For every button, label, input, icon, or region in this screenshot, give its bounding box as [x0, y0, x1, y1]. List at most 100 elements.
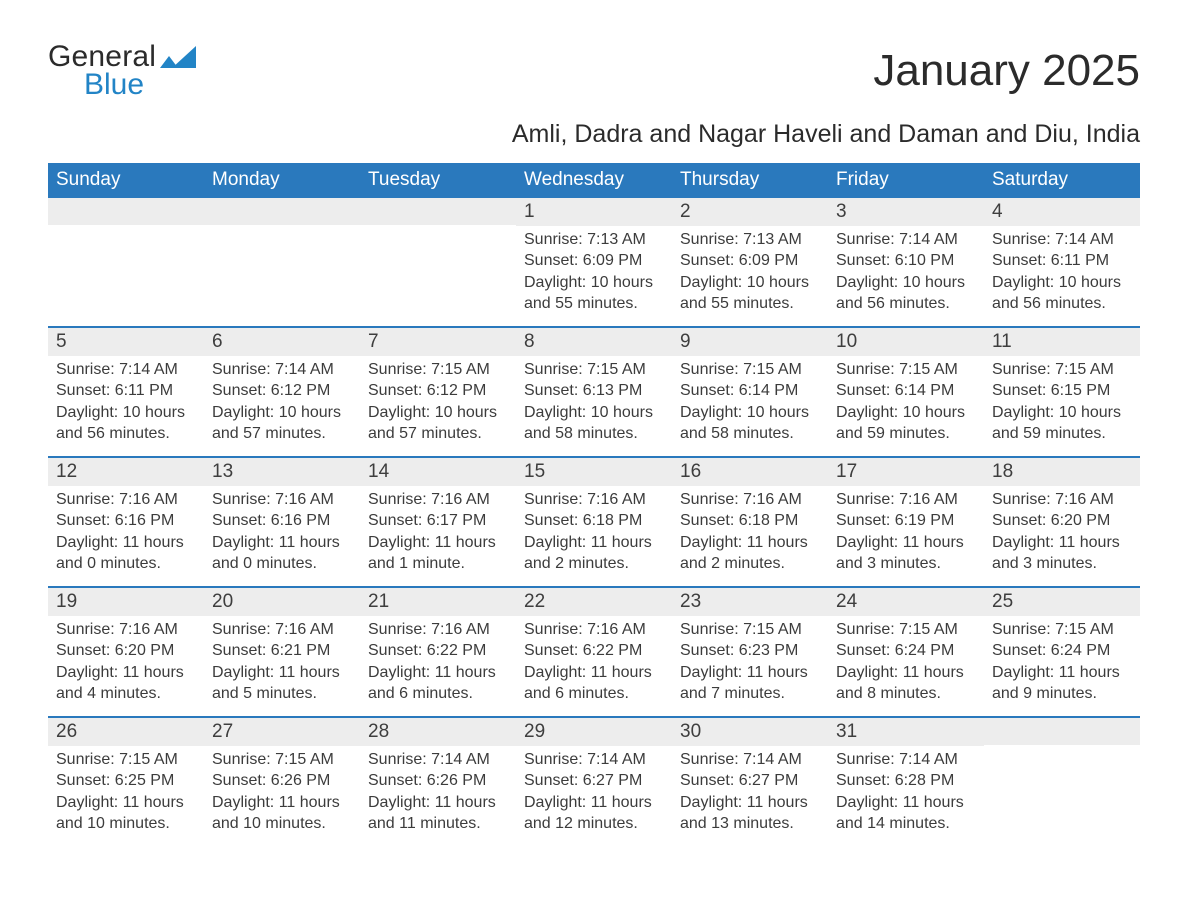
sunrise-text: Sunrise: 7:15 AM [56, 750, 198, 770]
daylight2-text: and 8 minutes. [836, 684, 978, 704]
sunset-text: Sunset: 6:23 PM [680, 641, 822, 661]
daylight1-text: Daylight: 10 hours [368, 403, 510, 423]
day-cell: 12Sunrise: 7:16 AMSunset: 6:16 PMDayligh… [48, 458, 204, 586]
daylight2-text: and 0 minutes. [56, 554, 198, 574]
week-row: 5Sunrise: 7:14 AMSunset: 6:11 PMDaylight… [48, 326, 1140, 456]
day-body: Sunrise: 7:15 AMSunset: 6:26 PMDaylight:… [204, 746, 360, 842]
day-number [360, 198, 516, 225]
sunset-text: Sunset: 6:12 PM [368, 381, 510, 401]
daylight1-text: Daylight: 11 hours [680, 533, 822, 553]
day-cell: 7Sunrise: 7:15 AMSunset: 6:12 PMDaylight… [360, 328, 516, 456]
daylight2-text: and 1 minute. [368, 554, 510, 574]
sunset-text: Sunset: 6:26 PM [368, 771, 510, 791]
daylight2-text: and 57 minutes. [368, 424, 510, 444]
day-number: 2 [672, 198, 828, 226]
daylight1-text: Daylight: 11 hours [368, 793, 510, 813]
day-body: Sunrise: 7:15 AMSunset: 6:24 PMDaylight:… [984, 616, 1140, 712]
sunset-text: Sunset: 6:26 PM [212, 771, 354, 791]
day-cell: 21Sunrise: 7:16 AMSunset: 6:22 PMDayligh… [360, 588, 516, 716]
sunset-text: Sunset: 6:13 PM [524, 381, 666, 401]
sunset-text: Sunset: 6:11 PM [56, 381, 198, 401]
day-body: Sunrise: 7:16 AMSunset: 6:21 PMDaylight:… [204, 616, 360, 712]
sunset-text: Sunset: 6:27 PM [524, 771, 666, 791]
daylight1-text: Daylight: 11 hours [836, 793, 978, 813]
day-body: Sunrise: 7:14 AMSunset: 6:12 PMDaylight:… [204, 356, 360, 452]
day-cell: 16Sunrise: 7:16 AMSunset: 6:18 PMDayligh… [672, 458, 828, 586]
sunrise-text: Sunrise: 7:15 AM [992, 620, 1134, 640]
day-number: 16 [672, 458, 828, 486]
sunrise-text: Sunrise: 7:14 AM [212, 360, 354, 380]
day-number: 6 [204, 328, 360, 356]
day-cell: 10Sunrise: 7:15 AMSunset: 6:14 PMDayligh… [828, 328, 984, 456]
day-cell: 31Sunrise: 7:14 AMSunset: 6:28 PMDayligh… [828, 718, 984, 846]
day-body: Sunrise: 7:16 AMSunset: 6:19 PMDaylight:… [828, 486, 984, 582]
day-cell: 6Sunrise: 7:14 AMSunset: 6:12 PMDaylight… [204, 328, 360, 456]
daylight2-text: and 56 minutes. [836, 294, 978, 314]
daylight1-text: Daylight: 11 hours [368, 663, 510, 683]
day-number: 26 [48, 718, 204, 746]
day-number [984, 718, 1140, 745]
day-cell [48, 198, 204, 326]
sunrise-text: Sunrise: 7:14 AM [680, 750, 822, 770]
day-cell: 28Sunrise: 7:14 AMSunset: 6:26 PMDayligh… [360, 718, 516, 846]
day-cell: 19Sunrise: 7:16 AMSunset: 6:20 PMDayligh… [48, 588, 204, 716]
sunset-text: Sunset: 6:21 PM [212, 641, 354, 661]
day-cell: 3Sunrise: 7:14 AMSunset: 6:10 PMDaylight… [828, 198, 984, 326]
daylight2-text: and 6 minutes. [368, 684, 510, 704]
sunrise-text: Sunrise: 7:16 AM [368, 620, 510, 640]
sunset-text: Sunset: 6:24 PM [992, 641, 1134, 661]
sunrise-text: Sunrise: 7:15 AM [836, 620, 978, 640]
daylight2-text: and 55 minutes. [680, 294, 822, 314]
sunset-text: Sunset: 6:24 PM [836, 641, 978, 661]
sunrise-text: Sunrise: 7:16 AM [680, 490, 822, 510]
day-body: Sunrise: 7:16 AMSunset: 6:20 PMDaylight:… [984, 486, 1140, 582]
week-row: 19Sunrise: 7:16 AMSunset: 6:20 PMDayligh… [48, 586, 1140, 716]
week-row: 26Sunrise: 7:15 AMSunset: 6:25 PMDayligh… [48, 716, 1140, 846]
daylight2-text: and 6 minutes. [524, 684, 666, 704]
sunset-text: Sunset: 6:25 PM [56, 771, 198, 791]
day-body: Sunrise: 7:14 AMSunset: 6:11 PMDaylight:… [48, 356, 204, 452]
daylight1-text: Daylight: 11 hours [212, 663, 354, 683]
daylight1-text: Daylight: 11 hours [992, 533, 1134, 553]
sunrise-text: Sunrise: 7:15 AM [212, 750, 354, 770]
sunrise-text: Sunrise: 7:14 AM [836, 750, 978, 770]
day-body: Sunrise: 7:16 AMSunset: 6:20 PMDaylight:… [48, 616, 204, 712]
weekday-header-row: SundayMondayTuesdayWednesdayThursdayFrid… [48, 163, 1140, 198]
daylight1-text: Daylight: 11 hours [524, 533, 666, 553]
daylight2-text: and 12 minutes. [524, 814, 666, 834]
day-cell: 14Sunrise: 7:16 AMSunset: 6:17 PMDayligh… [360, 458, 516, 586]
day-cell: 29Sunrise: 7:14 AMSunset: 6:27 PMDayligh… [516, 718, 672, 846]
day-number: 13 [204, 458, 360, 486]
daylight2-text: and 56 minutes. [56, 424, 198, 444]
daylight1-text: Daylight: 11 hours [680, 793, 822, 813]
day-body: Sunrise: 7:15 AMSunset: 6:15 PMDaylight:… [984, 356, 1140, 452]
sunset-text: Sunset: 6:19 PM [836, 511, 978, 531]
sunrise-text: Sunrise: 7:13 AM [680, 230, 822, 250]
day-body: Sunrise: 7:16 AMSunset: 6:17 PMDaylight:… [360, 486, 516, 582]
daylight2-text: and 56 minutes. [992, 294, 1134, 314]
day-number: 18 [984, 458, 1140, 486]
day-number: 5 [48, 328, 204, 356]
daylight1-text: Daylight: 11 hours [680, 663, 822, 683]
location-subtitle: Amli, Dadra and Nagar Haveli and Daman a… [48, 120, 1140, 149]
daylight2-text: and 3 minutes. [992, 554, 1134, 574]
day-cell: 23Sunrise: 7:15 AMSunset: 6:23 PMDayligh… [672, 588, 828, 716]
logo-word2: Blue [48, 68, 196, 102]
day-cell: 30Sunrise: 7:14 AMSunset: 6:27 PMDayligh… [672, 718, 828, 846]
logo: General Blue [48, 40, 196, 102]
week-row: 12Sunrise: 7:16 AMSunset: 6:16 PMDayligh… [48, 456, 1140, 586]
daylight2-text: and 57 minutes. [212, 424, 354, 444]
daylight1-text: Daylight: 10 hours [680, 403, 822, 423]
sunrise-text: Sunrise: 7:16 AM [212, 490, 354, 510]
day-body: Sunrise: 7:16 AMSunset: 6:18 PMDaylight:… [516, 486, 672, 582]
weekday-header: Sunday [48, 163, 204, 198]
day-body: Sunrise: 7:15 AMSunset: 6:13 PMDaylight:… [516, 356, 672, 452]
sunset-text: Sunset: 6:16 PM [56, 511, 198, 531]
daylight2-text: and 10 minutes. [56, 814, 198, 834]
sunrise-text: Sunrise: 7:15 AM [992, 360, 1134, 380]
day-number: 28 [360, 718, 516, 746]
day-cell: 11Sunrise: 7:15 AMSunset: 6:15 PMDayligh… [984, 328, 1140, 456]
daylight2-text: and 2 minutes. [680, 554, 822, 574]
sunrise-text: Sunrise: 7:15 AM [680, 360, 822, 380]
sunset-text: Sunset: 6:12 PM [212, 381, 354, 401]
